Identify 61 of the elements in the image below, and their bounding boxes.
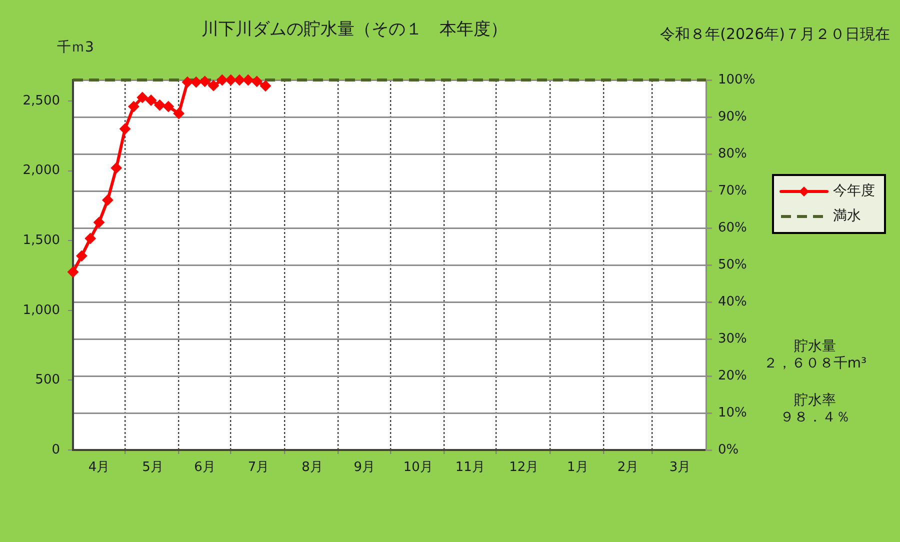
- point: [128, 101, 140, 112]
- y2-tick-label: 40%: [718, 294, 747, 310]
- point: [84, 232, 96, 244]
- y2-tick-label: 60%: [718, 220, 747, 236]
- y2-tick-label: 70%: [718, 183, 747, 198]
- legend-label: 今年度: [833, 183, 875, 200]
- y2-tick-label: 100%: [718, 72, 756, 88]
- x-tick-label: 10月: [403, 460, 433, 476]
- x-tick-label: 8月: [302, 460, 323, 476]
- point: [242, 74, 254, 86]
- point: [162, 101, 174, 112]
- point: [251, 76, 262, 87]
- point: [146, 94, 157, 106]
- text: 貯水量: [794, 338, 836, 355]
- x-tick-label: 12月: [509, 460, 539, 476]
- point: [199, 76, 210, 87]
- text: ２，６０８千m³: [763, 356, 867, 372]
- x-tick-label: 4月: [88, 460, 110, 476]
- y2-tick-label: 10%: [718, 405, 747, 420]
- y-tick-label: 2,500: [22, 93, 60, 108]
- point: [190, 76, 202, 88]
- x-tick-label: 9月: [354, 460, 375, 476]
- point: [136, 92, 148, 103]
- y-tick-label: 500: [35, 372, 60, 388]
- point: [260, 80, 271, 92]
- y-axis-title: 千ｍ3: [57, 40, 94, 56]
- y2-tick-label: 20%: [718, 368, 747, 384]
- text: 貯水率: [794, 392, 836, 409]
- point: [154, 100, 166, 111]
- point: [94, 216, 105, 228]
- legend-label: 満水: [833, 208, 861, 224]
- point: [120, 123, 131, 134]
- y-tick-label: 1,500: [22, 232, 60, 248]
- x-tick-label: 2月: [617, 460, 639, 476]
- x-tick-label: 3月: [669, 460, 691, 476]
- point: [68, 266, 78, 278]
- x-tick-label: 1月: [567, 460, 588, 476]
- y2-tick-label: 90%: [718, 109, 747, 124]
- y-tick-label: 0: [52, 442, 60, 458]
- y-tick-label: 2,000: [22, 163, 60, 178]
- x-tick-label: 7月: [248, 460, 270, 476]
- point: [110, 162, 122, 174]
- point: [76, 250, 88, 262]
- point: [234, 74, 245, 86]
- point: [102, 194, 114, 206]
- y2-tick-label: 30%: [718, 331, 747, 346]
- x-tick-label: 6月: [194, 460, 216, 476]
- point: [208, 80, 219, 92]
- chart-title: 川下川ダムの貯水量（その１ 本年度）: [202, 19, 508, 40]
- y2-tick-label: 0%: [718, 442, 739, 458]
- point: [225, 74, 236, 86]
- text: ９８．４％: [780, 410, 850, 426]
- point: [216, 74, 228, 86]
- y2-tick-label: 50%: [718, 257, 747, 272]
- y-tick-label: 1,000: [22, 302, 60, 318]
- text: 令和８年(2026年)７月２０日現在: [660, 24, 890, 43]
- point: [173, 108, 184, 120]
- x-tick-label: 11月: [455, 460, 485, 476]
- y2-tick-label: 80%: [718, 146, 747, 162]
- point: [182, 76, 193, 88]
- x-tick-label: 5月: [142, 460, 164, 476]
